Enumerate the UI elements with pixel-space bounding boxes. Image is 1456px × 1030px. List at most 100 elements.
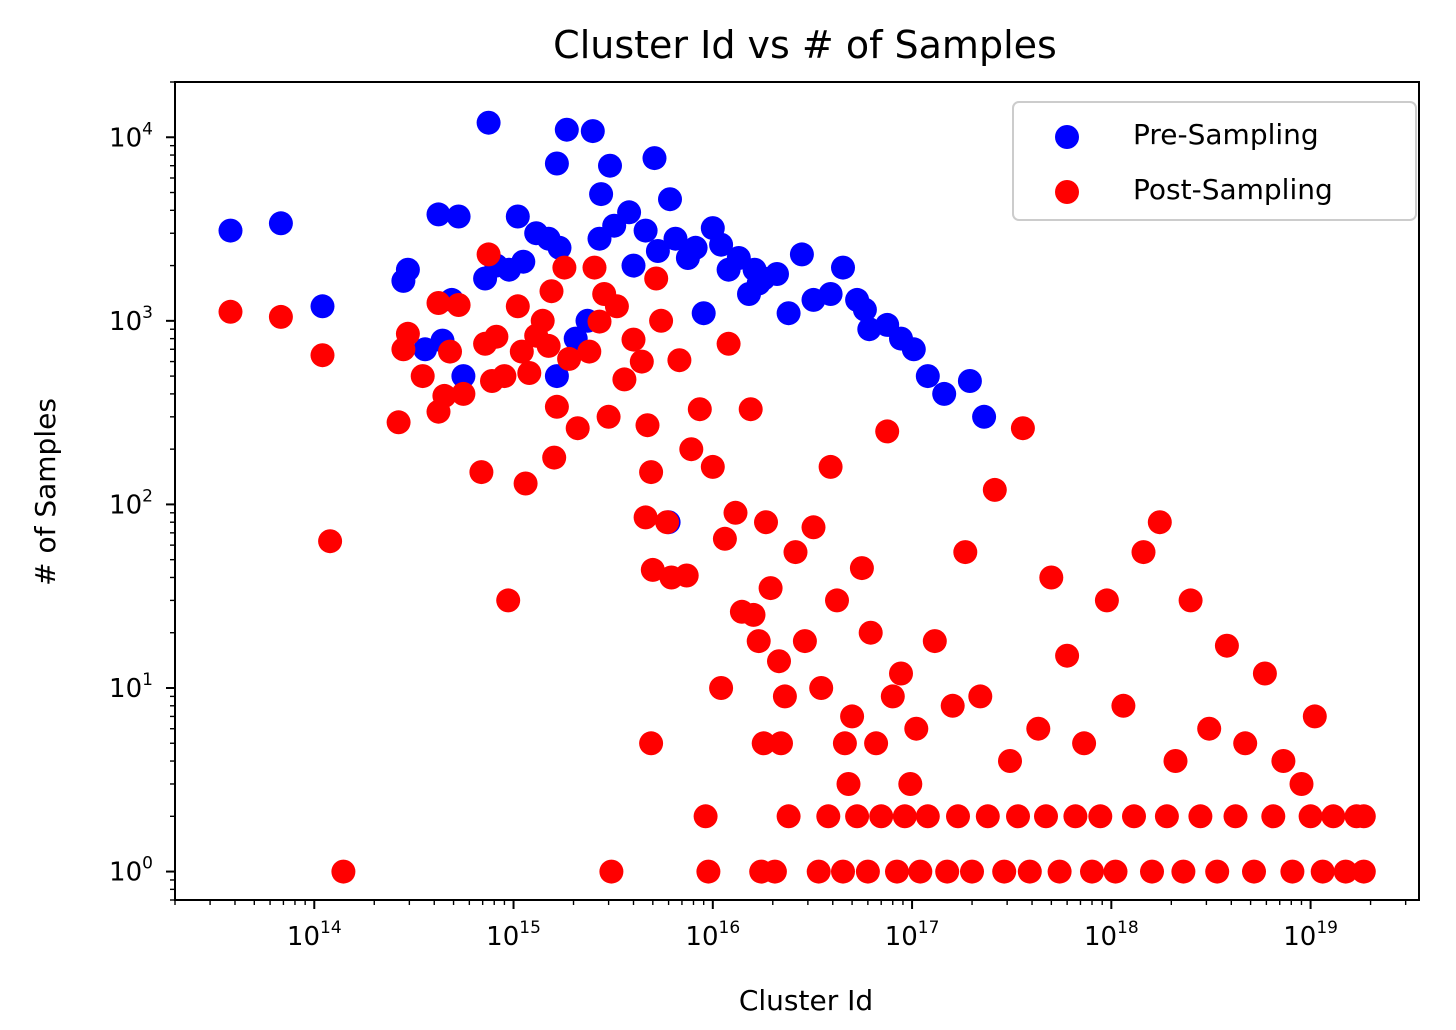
legend-marker [1055, 125, 1079, 149]
data-point [818, 282, 843, 306]
data-point [1242, 859, 1266, 884]
data-point [612, 367, 637, 392]
data-point [536, 333, 561, 358]
legend-marker [1055, 180, 1079, 204]
data-point [621, 253, 646, 278]
data-point [1017, 859, 1042, 884]
data-point [451, 364, 476, 389]
data-point [599, 859, 624, 884]
data-point [957, 369, 982, 393]
data-point [1321, 804, 1346, 829]
data-point [1026, 716, 1051, 741]
data-point [1122, 804, 1146, 829]
axes-frame [174, 81, 1420, 901]
data-point [1163, 749, 1188, 773]
data-point [544, 364, 569, 389]
data-point [589, 182, 614, 207]
data-point [1055, 643, 1080, 668]
data-point [218, 299, 243, 324]
data-point [709, 676, 734, 700]
data-point [446, 204, 471, 229]
data-point [864, 731, 889, 756]
data-point [587, 309, 612, 334]
data-point [318, 529, 343, 554]
data-point [700, 454, 725, 479]
data-point [451, 381, 476, 406]
data-point [940, 693, 965, 718]
data-point [968, 684, 993, 709]
data-point [1302, 704, 1327, 729]
data-point [655, 510, 680, 535]
data-point [1088, 804, 1113, 829]
data-point [946, 804, 970, 829]
data-point [783, 540, 808, 565]
data-point [547, 235, 572, 260]
data-point [818, 454, 843, 479]
data-point [596, 404, 621, 429]
data-point [696, 859, 721, 884]
data-point [915, 364, 940, 389]
data-point [544, 394, 569, 419]
data-point [832, 731, 857, 756]
data-point [544, 151, 569, 176]
data-point [831, 255, 855, 280]
data-point [667, 348, 692, 373]
data-point [935, 859, 960, 884]
data-point [530, 308, 555, 333]
data-point [776, 301, 801, 326]
series-0 [218, 110, 997, 535]
legend-label: Post-Sampling [1133, 173, 1333, 206]
data-point [633, 218, 658, 243]
x-axis: 1014 1015 1016 1017 1018 1019 [174, 900, 1407, 952]
data-point [998, 749, 1022, 773]
data-point [885, 859, 909, 884]
data-point [268, 304, 293, 329]
data-point [825, 588, 849, 613]
data-point [1072, 731, 1097, 756]
data-point [621, 327, 646, 352]
data-point [1205, 859, 1230, 884]
data-point [432, 383, 457, 408]
data-point [776, 804, 801, 829]
data-point [1252, 661, 1277, 686]
x-axis-label: Cluster Id [739, 984, 873, 1017]
data-point [580, 119, 605, 144]
data-point [644, 266, 669, 291]
data-point [932, 381, 957, 406]
legend-label: Pre-Sampling [1133, 118, 1319, 151]
y-axis: 100 101 102 103 104 [109, 81, 175, 901]
x-tick-label: 1017 [885, 918, 940, 952]
data-point [1261, 804, 1286, 829]
data-point [310, 294, 335, 319]
data-point [953, 540, 978, 565]
data-point [875, 419, 900, 444]
data-point [869, 804, 894, 829]
data-point [476, 242, 501, 267]
data-point [792, 629, 817, 654]
data-point [691, 301, 716, 326]
data-point [746, 271, 771, 296]
data-point [639, 460, 664, 485]
data-point [511, 249, 536, 274]
data-point [1214, 633, 1239, 658]
data-point [922, 629, 947, 654]
data-point [1289, 772, 1314, 796]
data-point [762, 859, 787, 884]
data-point [849, 556, 874, 581]
data-point [712, 526, 737, 551]
data-point [746, 629, 771, 654]
data-point [892, 804, 917, 829]
y-tick-label: 102 [109, 486, 153, 520]
data-point [901, 337, 926, 362]
data-point [1034, 804, 1058, 829]
series-1 [218, 242, 1376, 884]
data-point [1197, 716, 1222, 741]
data-point [1154, 804, 1179, 829]
data-point [975, 804, 1000, 829]
data-point [1047, 859, 1072, 884]
data-point [663, 226, 688, 251]
data-point [816, 804, 841, 829]
data-point [772, 684, 797, 709]
x-tick-label: 1018 [1084, 918, 1139, 952]
data-point [509, 339, 534, 364]
